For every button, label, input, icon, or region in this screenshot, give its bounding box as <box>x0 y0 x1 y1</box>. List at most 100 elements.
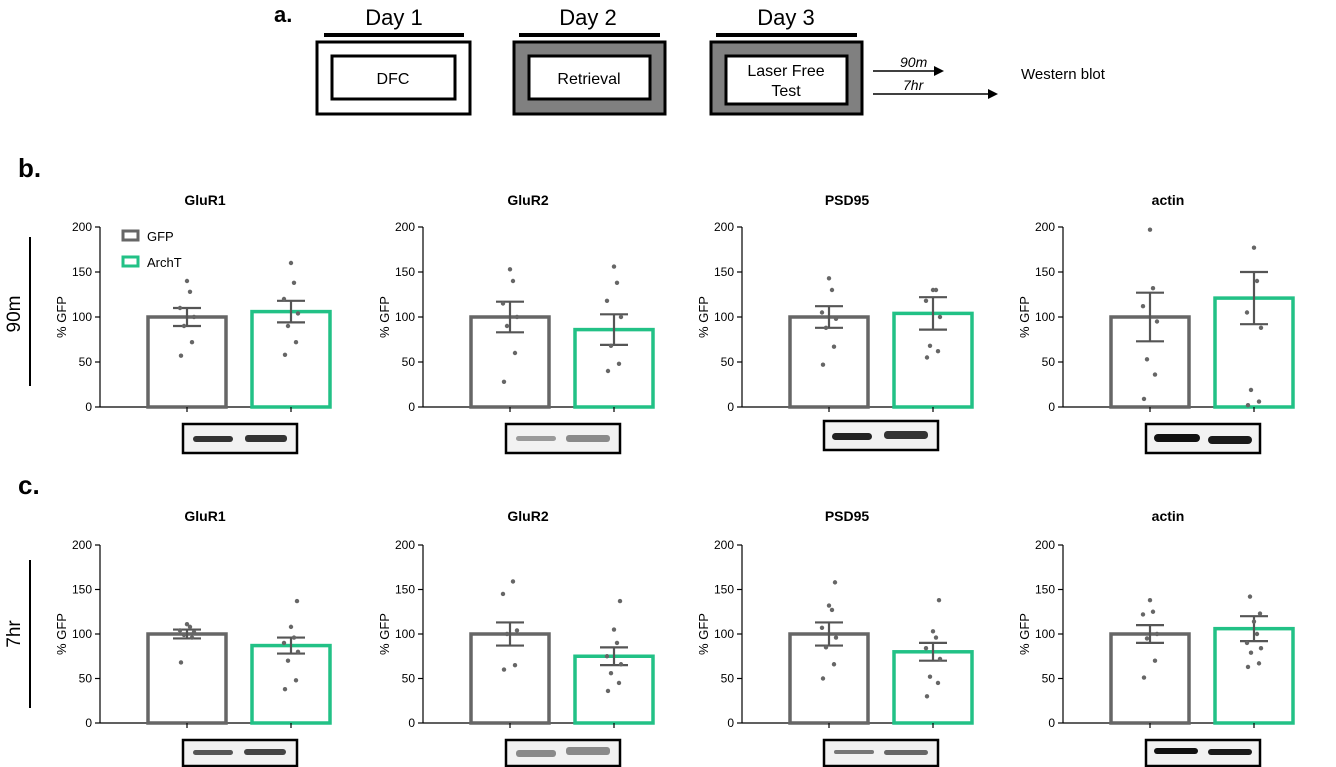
data-point-archt <box>291 280 297 285</box>
data-point-gfp <box>1140 612 1146 617</box>
data-point-archt <box>618 314 624 320</box>
blot-image-c-glur2 <box>504 738 622 767</box>
blot-image-c-psd95 <box>822 738 940 767</box>
data-point-gfp <box>189 340 195 345</box>
data-point-gfp <box>191 630 197 635</box>
chart-title: PSD95 <box>825 192 870 208</box>
row-label-7hr-text: 7hr <box>4 620 25 648</box>
data-point-gfp <box>514 314 520 320</box>
data-point-archt <box>616 680 622 686</box>
chart-title: PSD95 <box>825 508 870 524</box>
legend-swatch-archt <box>121 255 140 268</box>
data-point-archt <box>923 646 929 651</box>
y-tick-label: 200 <box>395 220 415 234</box>
data-point-archt <box>285 323 291 329</box>
data-point-archt <box>927 674 933 679</box>
y-tick-label: 0 <box>408 716 415 730</box>
data-point-archt <box>1256 661 1262 666</box>
chart-b-glur1: GluR1 0 50 100 150 200 % GFP <box>54 192 332 414</box>
arrowhead-90m <box>934 66 944 76</box>
arrow-label-7hr: 7hr <box>903 77 925 93</box>
data-point-archt <box>1245 664 1251 670</box>
chart-title: GluR1 <box>184 508 225 524</box>
data-point-gfp <box>181 632 187 638</box>
data-point-archt <box>924 355 930 360</box>
blot-image-b-psd95 <box>822 419 940 452</box>
data-point-gfp <box>829 287 835 293</box>
y-tick-label: 150 <box>395 265 415 279</box>
data-point-gfp <box>512 662 518 668</box>
data-point-gfp <box>181 323 187 329</box>
y-tick-label: 100 <box>72 310 92 324</box>
data-point-archt <box>281 640 287 646</box>
chart-title: GluR1 <box>184 192 225 208</box>
row-label-7hr: 7hr <box>4 560 31 708</box>
data-point-archt <box>614 280 620 285</box>
y-axis-label: % GFP <box>696 296 711 338</box>
y-tick-label: 150 <box>1035 265 1055 279</box>
y-tick-label: 150 <box>72 583 92 597</box>
day-2-label: Day 2 <box>559 5 616 30</box>
day-2-inner-box <box>527 54 652 101</box>
bar-gfp <box>788 632 870 725</box>
y-axis-label: % GFP <box>54 613 69 655</box>
data-point-gfp <box>1140 304 1146 309</box>
data-point-gfp <box>1147 597 1153 603</box>
y-tick-label: 0 <box>408 400 415 414</box>
y-axis-label: % GFP <box>1017 613 1032 655</box>
data-point-gfp <box>191 314 197 320</box>
data-point-gfp <box>826 276 832 281</box>
data-point-archt <box>1247 594 1253 599</box>
chart-b-actin: actin 0 50 100 150 200 % GFP <box>1017 192 1295 414</box>
data-point-archt <box>1251 619 1257 624</box>
y-tick-label: 200 <box>714 220 734 234</box>
data-point-gfp <box>820 676 826 681</box>
data-point-archt <box>293 340 299 345</box>
data-point-gfp <box>177 628 183 633</box>
data-point-archt <box>614 640 620 646</box>
day-1-inner-box <box>330 54 457 101</box>
data-point-gfp <box>1152 658 1158 663</box>
y-tick-label: 200 <box>395 538 415 552</box>
panel-label-b: b. <box>18 153 41 183</box>
data-point-archt <box>285 658 291 663</box>
y-tick-label: 100 <box>1035 310 1055 324</box>
data-point-gfp <box>510 278 516 284</box>
data-point-archt <box>936 597 942 603</box>
data-point-archt <box>281 296 287 302</box>
data-point-archt <box>930 629 936 634</box>
data-point-archt <box>295 649 301 654</box>
day-3-label: Day 3 <box>757 5 814 30</box>
data-point-archt <box>935 680 941 686</box>
blot-image-b-glur2 <box>504 422 622 455</box>
day-1-block: Day 1 DFC <box>315 5 472 116</box>
data-point-archt <box>927 343 933 348</box>
data-point-gfp <box>507 267 513 272</box>
y-tick-label: 150 <box>1035 583 1055 597</box>
chart-c-psd95: PSD95 0 50 100 150 200 % GFP <box>696 508 974 730</box>
bar-archt <box>1213 626 1295 725</box>
arrowhead-7hr <box>988 89 998 99</box>
data-point-archt <box>608 670 614 676</box>
data-point-gfp <box>187 289 193 294</box>
y-tick-label: 0 <box>85 400 92 414</box>
data-point-gfp <box>1154 631 1160 637</box>
y-tick-label: 200 <box>72 538 92 552</box>
bar-archt <box>250 309 332 409</box>
data-point-gfp <box>819 310 825 315</box>
y-tick-label: 100 <box>714 627 734 641</box>
data-point-archt <box>1254 278 1260 284</box>
western-blot-label: Western blot <box>1021 66 1106 83</box>
data-point-gfp <box>826 603 832 608</box>
data-point-archt <box>617 598 623 604</box>
y-tick-label: 50 <box>402 672 416 686</box>
data-point-gfp <box>510 579 516 584</box>
data-point-gfp <box>819 625 825 630</box>
chart-c-glur1: GluR1 0 50 100 150 200 % GFP <box>54 508 332 730</box>
data-point-gfp <box>504 323 510 329</box>
data-point-gfp <box>177 305 183 311</box>
chart-c-actin: actin 0 50 100 150 200 % GFP <box>1017 508 1295 730</box>
y-axis-label: % GFP <box>1017 296 1032 338</box>
data-point-gfp <box>832 580 838 585</box>
chart-title: actin <box>1152 508 1185 524</box>
